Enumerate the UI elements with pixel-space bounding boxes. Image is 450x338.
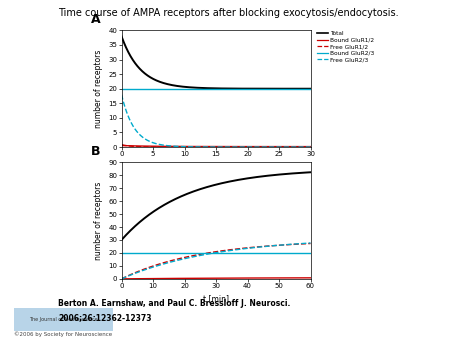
- Text: 2006;26:12362-12373: 2006;26:12362-12373: [58, 313, 152, 322]
- Text: Berton A. Earnshaw, and Paul C. Bressloff J. Neurosci.: Berton A. Earnshaw, and Paul C. Bresslof…: [58, 299, 291, 308]
- Text: The Journal of Neuroscience: The Journal of Neuroscience: [29, 317, 97, 322]
- X-axis label: t [min]: t [min]: [203, 295, 229, 304]
- Text: ©2006 by Society for Neuroscience: ©2006 by Society for Neuroscience: [14, 331, 112, 337]
- Y-axis label: number of receptors: number of receptors: [94, 182, 103, 260]
- Legend: Total, Bound GluR1/2, Free GluR1/2, Bound GluR2/3, Free GluR2/3: Total, Bound GluR1/2, Free GluR1/2, Boun…: [317, 31, 374, 62]
- Text: Time course of AMPA receptors after blocking exocytosis/endocytosis.: Time course of AMPA receptors after bloc…: [58, 8, 399, 19]
- X-axis label: t [min]: t [min]: [203, 163, 229, 172]
- Y-axis label: number of receptors: number of receptors: [94, 50, 103, 128]
- Text: B: B: [91, 145, 101, 158]
- Text: A: A: [91, 13, 101, 26]
